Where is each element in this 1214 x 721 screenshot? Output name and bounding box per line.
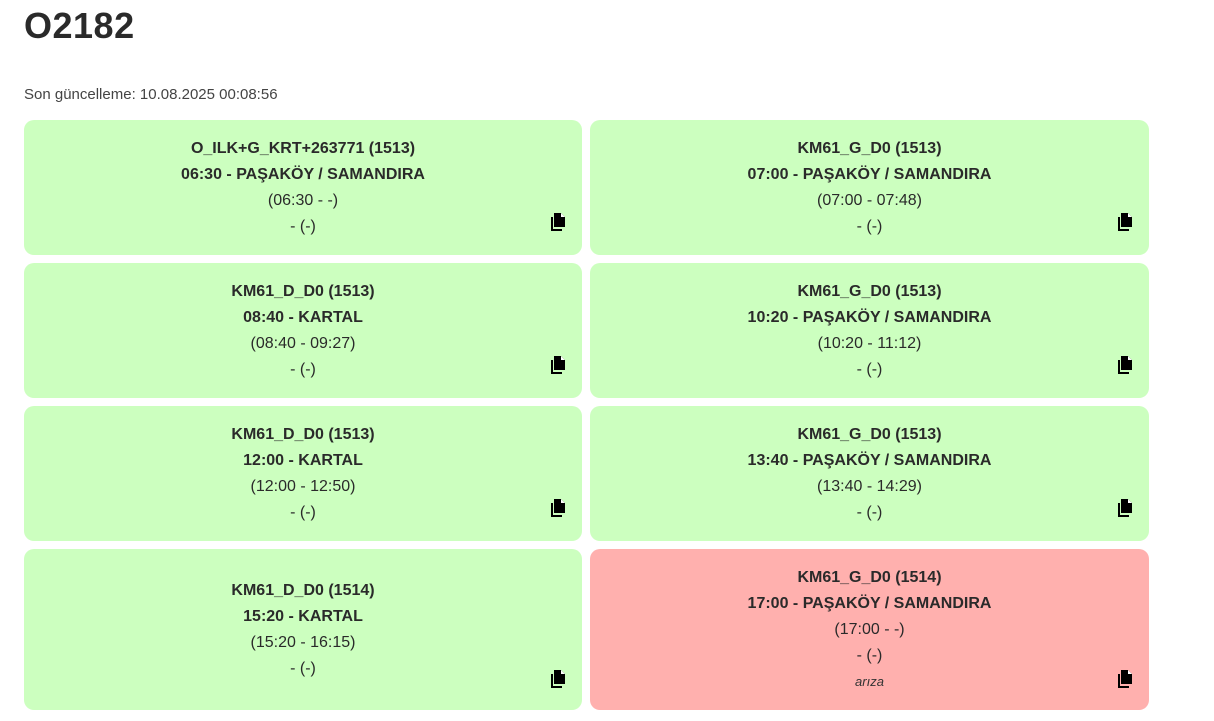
trip-card-8[interactable]: KM61_G_D0 (1514) 17:00 - PAŞAKÖY / SAMAN… [590, 549, 1149, 710]
trip-code: KM61_G_D0 (1513) [797, 139, 942, 157]
trip-extra: - (-) [290, 360, 316, 378]
trip-card-4[interactable]: KM61_G_D0 (1513) 10:20 - PAŞAKÖY / SAMAN… [590, 263, 1149, 398]
trip-code: KM61_G_D0 (1513) [797, 282, 942, 300]
trip-card-7[interactable]: KM61_D_D0 (1514) 15:20 - KARTAL (15:20 -… [24, 549, 582, 710]
trip-departure: 12:00 - KARTAL [243, 451, 363, 469]
trip-code: KM61_D_D0 (1513) [231, 425, 375, 443]
trip-departure: 06:30 - PAŞAKÖY / SAMANDIRA [181, 165, 425, 183]
copy-icon[interactable] [550, 356, 566, 374]
last-updated-text: Son güncelleme: 10.08.2025 00:08:56 [24, 86, 278, 103]
trip-extra: - (-) [290, 217, 316, 235]
trip-card-2[interactable]: KM61_G_D0 (1513) 07:00 - PAŞAKÖY / SAMAN… [590, 120, 1149, 255]
trip-card-3[interactable]: KM61_D_D0 (1513) 08:40 - KARTAL (08:40 -… [24, 263, 582, 398]
trip-times: (06:30 - -) [267, 191, 339, 209]
copy-icon[interactable] [1117, 499, 1133, 517]
copy-icon[interactable] [1117, 213, 1133, 231]
trip-card-5[interactable]: KM61_D_D0 (1513) 12:00 - KARTAL (12:00 -… [24, 406, 582, 541]
trip-times: (10:20 - 11:12) [817, 334, 922, 352]
trip-card-1[interactable]: O_ILK+G_KRT+263771 (1513) 06:30 - PAŞAKÖ… [24, 120, 582, 255]
fault-note: arıza [855, 673, 884, 689]
trip-grid: O_ILK+G_KRT+263771 (1513) 06:30 - PAŞAKÖ… [24, 120, 1149, 710]
copy-icon[interactable] [550, 670, 566, 688]
trip-departure: 15:20 - KARTAL [243, 607, 363, 625]
trip-departure: 07:00 - PAŞAKÖY / SAMANDIRA [747, 165, 992, 183]
trip-code: KM61_G_D0 (1513) [797, 425, 942, 443]
trip-times: (08:40 - 09:27) [250, 334, 356, 352]
trip-extra: - (-) [290, 503, 316, 521]
page-title: O2182 [24, 5, 135, 46]
trip-extra: - (-) [290, 659, 316, 677]
trip-code: KM61_D_D0 (1514) [231, 581, 375, 599]
trip-extra: - (-) [856, 217, 883, 235]
trip-code: KM61_G_D0 (1514) [797, 568, 942, 586]
trip-card-6[interactable]: KM61_G_D0 (1513) 13:40 - PAŞAKÖY / SAMAN… [590, 406, 1149, 541]
trip-extra: - (-) [856, 503, 883, 521]
trip-departure: 17:00 - PAŞAKÖY / SAMANDIRA [747, 594, 992, 612]
trip-times: (07:00 - 07:48) [817, 191, 922, 209]
trip-departure: 10:20 - PAŞAKÖY / SAMANDIRA [747, 308, 992, 326]
trip-times: (17:00 - -) [834, 620, 905, 638]
copy-icon[interactable] [550, 213, 566, 231]
trip-departure: 08:40 - KARTAL [243, 308, 363, 326]
copy-icon[interactable] [1117, 670, 1133, 688]
trip-extra: - (-) [856, 646, 883, 664]
trip-times: (15:20 - 16:15) [250, 633, 356, 651]
trip-code: KM61_D_D0 (1513) [231, 282, 375, 300]
trip-departure: 13:40 - PAŞAKÖY / SAMANDIRA [747, 451, 992, 469]
trip-extra: - (-) [856, 360, 883, 378]
trip-code: O_ILK+G_KRT+263771 (1513) [190, 139, 416, 157]
copy-icon[interactable] [1117, 356, 1133, 374]
trip-times: (13:40 - 14:29) [817, 477, 922, 495]
trip-times: (12:00 - 12:50) [250, 477, 356, 495]
copy-icon[interactable] [550, 499, 566, 517]
